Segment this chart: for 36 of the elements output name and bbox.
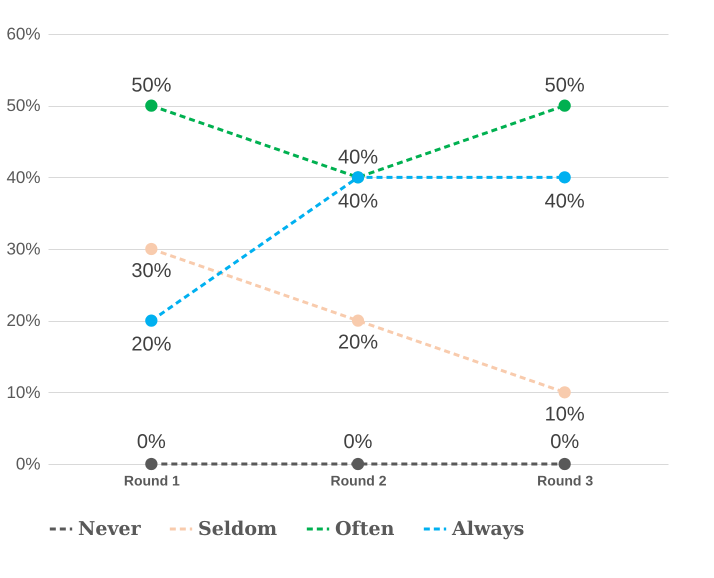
y-tick-label: 20% (6, 311, 40, 330)
point (352, 314, 364, 327)
data-label: 40% (544, 190, 585, 212)
point (145, 314, 158, 327)
point (558, 100, 571, 112)
point (145, 100, 158, 112)
legend-label: Never (78, 518, 142, 540)
data-label: 50% (544, 74, 585, 97)
y-tick-label: 0% (16, 454, 40, 474)
data-label: 50% (131, 74, 172, 97)
data-label: 0% (344, 431, 373, 453)
point (558, 171, 571, 184)
point (558, 458, 571, 470)
point (145, 242, 158, 256)
data-label: 20% (338, 332, 378, 354)
data-label: 0% (136, 431, 166, 453)
point (558, 386, 571, 398)
data-label: 10% (544, 403, 585, 426)
x-tick-label: Round 2 (330, 472, 387, 488)
data-label: 40% (338, 146, 378, 168)
y-tick-label: 10% (6, 382, 40, 402)
legend-label: Often (335, 518, 395, 540)
legend-label: Seldom (198, 518, 278, 540)
data-label: 40% (338, 190, 378, 212)
legend-label: Always (451, 518, 524, 540)
data-label: 20% (131, 334, 172, 356)
y-tick-label: 40% (6, 168, 40, 187)
y-tick-label: 60% (6, 24, 40, 44)
x-tick-label: Round 3 (537, 472, 594, 488)
y-tick-label: 50% (6, 96, 40, 116)
point (145, 458, 158, 470)
data-label: 0% (550, 431, 580, 453)
x-tick-label: Round 1 (124, 472, 180, 488)
data-label: 30% (131, 260, 172, 282)
point (352, 458, 364, 470)
y-tick-label: 30% (6, 240, 40, 258)
